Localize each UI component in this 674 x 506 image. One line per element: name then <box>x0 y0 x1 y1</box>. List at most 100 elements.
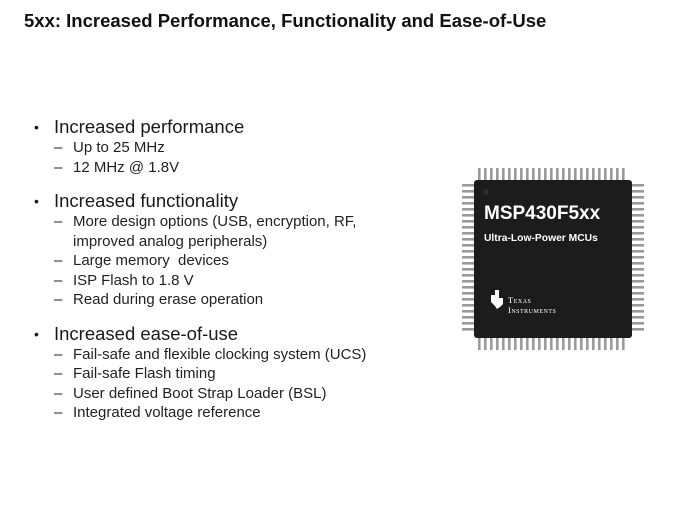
chip-pin <box>632 202 644 205</box>
chip-pin <box>610 168 613 180</box>
bullet-heading: • Increased ease-of-use <box>34 323 454 345</box>
sub-item-text: improved analog peripherals) <box>73 232 268 250</box>
chip-pin <box>632 220 644 223</box>
chip-pin <box>632 238 644 241</box>
chip-pin <box>502 338 505 350</box>
chip-pin <box>632 316 644 319</box>
sub-item: – 12 MHz @ 1.8V <box>34 158 454 178</box>
ti-brand-line2: Instruments <box>508 305 556 315</box>
chip-pin <box>632 328 644 331</box>
bullet-heading-text: Increased functionality <box>54 190 239 211</box>
chip-pin <box>632 280 644 283</box>
section-functionality: • Increased functionality – More design … <box>34 190 454 310</box>
chip-pin <box>568 338 571 350</box>
sub-item: – User defined Boot Strap Loader (BSL) <box>34 384 454 404</box>
section-ease-of-use: • Increased ease-of-use – Fail-safe and … <box>34 323 454 423</box>
chip-pin <box>532 168 535 180</box>
chip-pin <box>462 250 474 253</box>
chip-pin <box>532 338 535 350</box>
chip-pin <box>632 322 644 325</box>
chip-pin <box>462 214 474 217</box>
chip-pin <box>580 338 583 350</box>
sub-item-text: Fail-safe and flexible clocking system (… <box>73 345 367 363</box>
chip-pin <box>526 168 529 180</box>
bullet-dot-icon: • <box>34 119 39 135</box>
sub-item-text: User defined Boot Strap Loader (BSL) <box>73 384 327 402</box>
chip-pin <box>502 168 505 180</box>
chip-pin <box>462 274 474 277</box>
chip-pin <box>580 168 583 180</box>
bullet-list: • Increased performance – Up to 25 MHz –… <box>34 116 454 436</box>
chip-svg: MSP430F5xx Ultra-Low-Power MCUs Texas In… <box>462 168 644 350</box>
bullet-heading-text: Increased performance <box>54 116 245 137</box>
chip-pin <box>598 338 601 350</box>
bullet-dot-icon: • <box>34 193 39 209</box>
chip-pin <box>462 232 474 235</box>
chip-pin <box>462 190 474 193</box>
chip-pin <box>462 196 474 199</box>
chip-pin <box>462 322 474 325</box>
chip-pin <box>526 338 529 350</box>
mcu-chip-image: MSP430F5xx Ultra-Low-Power MCUs Texas In… <box>462 168 644 350</box>
chip-pin <box>462 184 474 187</box>
chip-pin <box>592 338 595 350</box>
chip-subtitle: Ultra-Low-Power MCUs <box>484 233 598 244</box>
chip-pin <box>538 168 541 180</box>
chip-pin <box>574 338 577 350</box>
chip-pin <box>496 338 499 350</box>
chip-pin <box>632 310 644 313</box>
chip-pin <box>632 304 644 307</box>
chip-pin <box>550 168 553 180</box>
sub-item-text: Read during erase operation <box>73 291 264 308</box>
ti-logo-icon: Texas Instruments <box>491 290 556 315</box>
chip-pin <box>562 338 565 350</box>
sub-item: – Up to 25 MHz <box>34 138 454 158</box>
chip-pin <box>622 338 625 350</box>
chip-pin <box>462 202 474 205</box>
chip-pin <box>520 338 523 350</box>
dash-icon: – <box>54 158 63 176</box>
chip-pin <box>632 262 644 265</box>
chip-pin <box>544 168 547 180</box>
chip-pin <box>568 168 571 180</box>
sub-item-text: Up to 25 MHz <box>73 139 165 156</box>
chip-pin <box>462 238 474 241</box>
dash-icon: – <box>54 271 63 289</box>
chip-pin <box>632 244 644 247</box>
bullet-heading-text: Increased ease-of-use <box>54 322 239 344</box>
chip-pin <box>462 310 474 313</box>
chip-pin <box>586 168 589 180</box>
chip-pin <box>632 292 644 295</box>
section-performance: • Increased performance – Up to 25 MHz –… <box>34 116 454 177</box>
chip-pin <box>490 338 493 350</box>
chip-pin <box>462 316 474 319</box>
sub-item-text: Integrated voltage reference <box>73 404 261 421</box>
chip-pin <box>520 168 523 180</box>
chip-pin <box>616 338 619 350</box>
chip-pin <box>478 168 481 180</box>
chip-pin <box>462 262 474 265</box>
chip-pin <box>496 168 499 180</box>
chip-pin <box>632 226 644 229</box>
slide-title: 5xx: Increased Performance, Functionalit… <box>24 10 547 31</box>
chip-part-number: MSP430F5xx <box>484 203 601 224</box>
sub-item: – Integrated voltage reference <box>34 403 454 423</box>
chip-pin <box>462 280 474 283</box>
dash-icon: – <box>54 213 63 230</box>
chip-pin <box>556 338 559 350</box>
chip-pin <box>562 168 565 180</box>
chip-pin <box>544 338 547 350</box>
sub-item-continuation: improved analog peripherals) <box>34 232 454 252</box>
chip-pin <box>632 232 644 235</box>
chip-pin <box>574 168 577 180</box>
sub-item-text: ISP Flash to 1.8 V <box>73 271 194 289</box>
chip-pin <box>508 338 511 350</box>
pin1-marker <box>483 189 489 195</box>
chip-pin <box>462 304 474 307</box>
chip-pin <box>610 338 613 350</box>
dash-icon: – <box>54 384 63 402</box>
chip-pin <box>462 244 474 247</box>
chip-pin <box>632 286 644 289</box>
sub-item: – Fail-safe Flash timing <box>34 364 454 384</box>
chip-pin <box>604 168 607 180</box>
